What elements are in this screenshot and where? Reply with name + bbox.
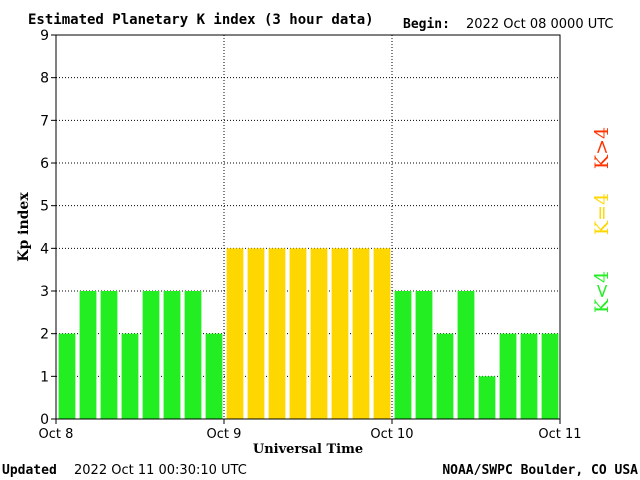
y-tick-label: 3 [40, 284, 49, 300]
kp-bar [520, 333, 538, 419]
kp-bar [289, 248, 307, 419]
legend-k-equal-4: K=4 [591, 193, 613, 235]
y-tick-label: 5 [40, 199, 49, 215]
x-tick-label: Oct 8 [39, 427, 74, 442]
kp-bar [478, 376, 496, 419]
kp-bar [205, 333, 223, 419]
kp-bar [79, 291, 97, 419]
kp-bar [247, 248, 265, 419]
y-tick-label: 6 [40, 156, 49, 172]
kp-bar [352, 248, 370, 419]
kp-bar [457, 291, 475, 419]
y-tick-label: 4 [40, 241, 49, 257]
kp-bar [499, 333, 517, 419]
updated-label: Updated [2, 463, 57, 478]
y-tick-label: 7 [40, 113, 49, 129]
y-tick-label: 0 [40, 412, 49, 428]
begin-value: 2022 Oct 08 0000 UTC [466, 17, 614, 32]
kp-bar [163, 291, 181, 419]
kp-bar [541, 333, 559, 419]
kp-bar [331, 248, 349, 419]
kp-bar [268, 248, 286, 419]
y-tick-label: 2 [40, 327, 49, 343]
kp-bar [184, 291, 202, 419]
legend-k-below-4: K<4 [591, 271, 613, 313]
kp-bar [58, 333, 76, 419]
begin-label: Begin: [403, 17, 450, 32]
x-tick-label: Oct 11 [538, 427, 581, 442]
kp-bar [121, 333, 139, 419]
kp-bar [394, 291, 412, 419]
x-tick-label: Oct 10 [370, 427, 413, 442]
kp-bar [100, 291, 118, 419]
y-axis-title: Kp index [16, 192, 32, 262]
kp-bar [373, 248, 391, 419]
y-tick-label: 1 [40, 369, 49, 385]
bar-series [58, 248, 559, 419]
x-axis-title: Universal Time [253, 442, 363, 457]
y-tick-label: 8 [40, 71, 49, 87]
y-tick-label: 9 [40, 28, 49, 44]
x-tick-label: Oct 9 [207, 427, 242, 442]
updated-value: 2022 Oct 11 00:30:10 UTC [74, 463, 247, 478]
plot-frame [55, 34, 561, 420]
chart-title: Estimated Planetary K index (3 hour data… [28, 12, 374, 28]
kp-bar [226, 248, 244, 419]
kp-bar [415, 291, 433, 419]
kp-bar [142, 291, 160, 419]
credit-text: NOAA/SWPC Boulder, CO USA [442, 463, 638, 478]
y-axis-ticks: 0 1 2 3 4 5 6 7 8 9 [40, 28, 56, 428]
legend-k-above-4: K>4 [591, 127, 613, 169]
grid-lines [56, 35, 560, 419]
kp-bar [310, 248, 328, 419]
x-axis-ticks: Oct 8 Oct 9 Oct 10 Oct 11 [39, 419, 582, 442]
kp-bar [436, 333, 454, 419]
